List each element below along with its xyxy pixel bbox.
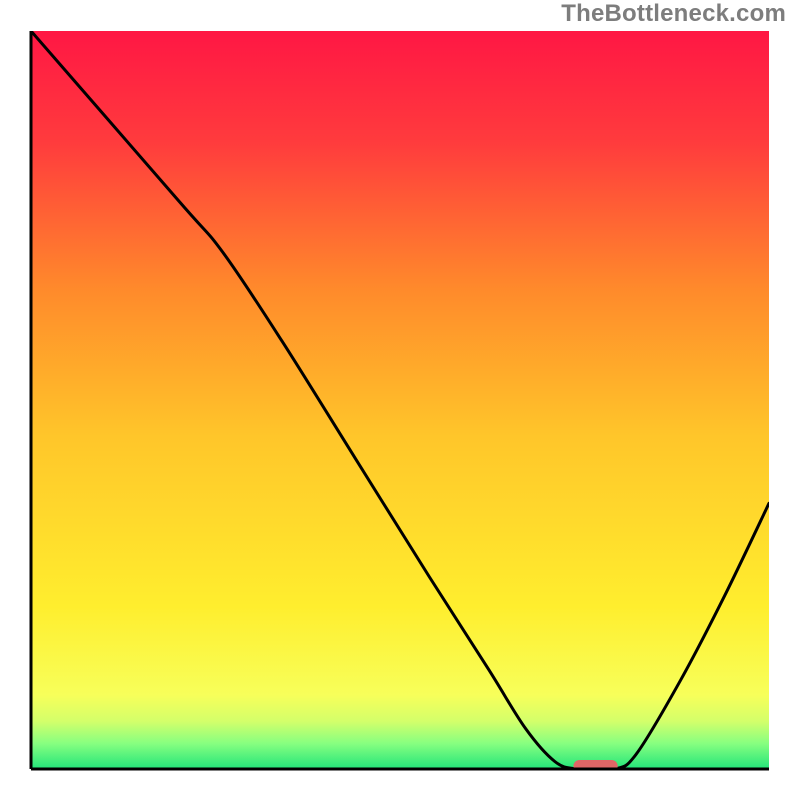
bottleneck-curve-chart [0, 0, 800, 800]
watermark-text: TheBottleneck.com [561, 0, 786, 28]
plot-background-gradient [31, 31, 769, 769]
